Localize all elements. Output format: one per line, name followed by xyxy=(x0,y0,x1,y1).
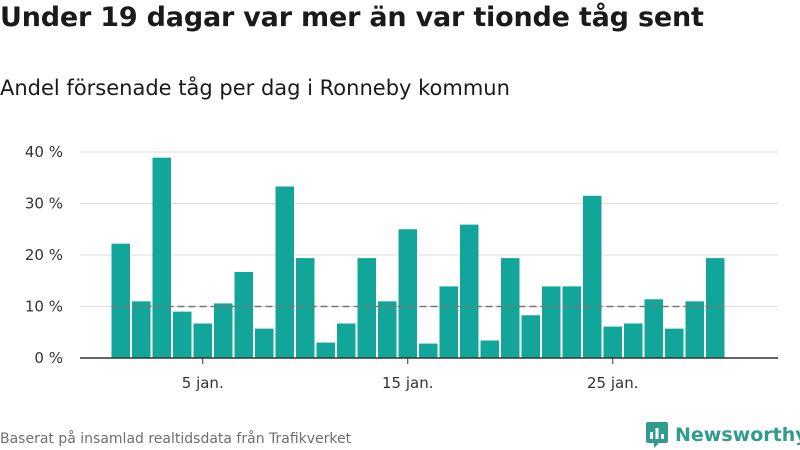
bar xyxy=(398,229,417,358)
bar xyxy=(583,195,602,358)
bars xyxy=(111,157,725,358)
y-tick-label: 10 % xyxy=(25,298,63,316)
source-note: Baserat på insamlad realtidsdata från Tr… xyxy=(0,431,352,447)
bar-chart-logo-icon xyxy=(646,422,668,448)
bar xyxy=(337,323,356,358)
bar xyxy=(460,224,479,358)
x-tick-label: 15 jan. xyxy=(382,374,434,392)
y-tick-label: 40 % xyxy=(25,143,63,161)
bar xyxy=(480,340,499,358)
bar xyxy=(316,342,335,358)
chart-title: Under 19 dagar var mer än var tionde tåg… xyxy=(0,2,704,33)
bar xyxy=(562,286,581,358)
grid-lines xyxy=(80,151,778,307)
bar xyxy=(132,301,151,358)
bar xyxy=(378,301,397,358)
bar xyxy=(214,303,233,358)
bar xyxy=(255,328,274,358)
brand-name: Newsworthy xyxy=(675,424,800,446)
bar xyxy=(111,243,130,358)
bar xyxy=(296,258,315,358)
bar xyxy=(357,258,376,358)
bar xyxy=(419,343,438,358)
bar xyxy=(501,258,520,358)
y-tick-label: 30 % xyxy=(25,195,63,213)
bar xyxy=(542,286,561,358)
bar xyxy=(275,186,294,358)
bar xyxy=(624,323,643,358)
bar xyxy=(234,271,253,358)
bar xyxy=(152,157,171,358)
bar xyxy=(193,323,212,358)
brand-logo[interactable]: Newsworthy xyxy=(645,420,800,450)
bar-chart: 0 % 10 % 20 % 30 % 40 % 5 jan. 15 jan. 25 jan. xyxy=(25,143,778,392)
bar xyxy=(706,258,725,358)
bar xyxy=(665,328,684,358)
y-tick-label: 20 % xyxy=(25,246,63,264)
x-tick-label: 5 jan. xyxy=(182,374,224,392)
bar xyxy=(521,315,540,358)
bar xyxy=(439,286,458,358)
bar xyxy=(685,301,704,358)
axes: 0 % 10 % 20 % 30 % 40 % 5 jan. 15 jan. 25 jan. xyxy=(25,143,778,392)
y-tick-label: 0 % xyxy=(34,349,63,367)
bar xyxy=(603,326,622,358)
bar xyxy=(644,299,663,358)
chart-subtitle: Andel försenade tåg per dag i Ronneby ko… xyxy=(0,76,510,100)
bar xyxy=(173,311,192,358)
x-tick-label: 25 jan. xyxy=(587,374,639,392)
